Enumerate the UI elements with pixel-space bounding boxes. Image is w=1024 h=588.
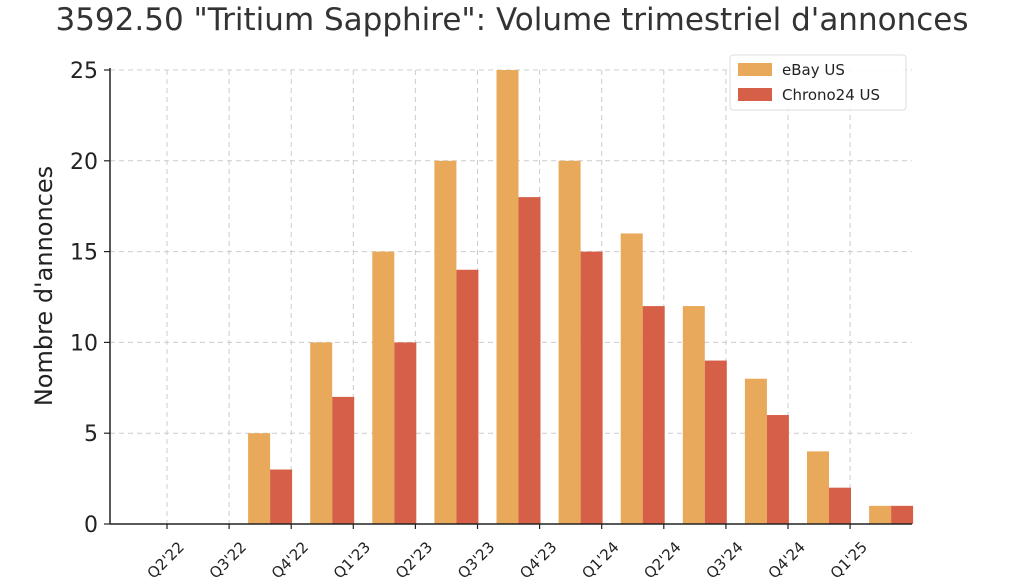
bar-chrono24-us-q423 (580, 251, 603, 524)
x-tick-label: Q4'22 (268, 538, 312, 582)
y-tick-label: 0 (84, 513, 98, 538)
bar-ebay-us-q322 (248, 433, 271, 524)
bar-ebay-us-q323 (496, 70, 519, 524)
bars (248, 70, 914, 525)
bar-ebay-us-q224 (682, 306, 705, 524)
bar-chrono24-us-q125 (891, 505, 914, 524)
x-tick-label: Q4'23 (516, 538, 560, 582)
x-tick-labels: Q2'22 Q3'22 Q4'22 Q1'23 Q2'23 Q3'23 Q4'23 Q1'24… (144, 538, 871, 582)
bar-chrono24-us-q322 (270, 469, 293, 524)
bar-chrono24-us-q424 (829, 487, 851, 524)
y-tick-labels: 0 5 10 15 20 25 (70, 59, 98, 538)
legend-swatch-ebay-us (738, 63, 772, 76)
x-tick-label: Q3'22 (206, 538, 250, 582)
bar-chrono24-us-q223 (456, 269, 479, 524)
legend-label-chrono24-us: Chrono24 US (782, 86, 880, 104)
y-tick-label: 25 (70, 59, 98, 84)
y-tick-label: 10 (70, 331, 98, 356)
x-tick-label: Q3'23 (454, 538, 498, 582)
bar-ebay-us-q223 (434, 160, 457, 525)
bar-ebay-us-q424 (807, 451, 829, 524)
legend-frame (729, 54, 907, 111)
y-axis-label: Nombre d'annonces (30, 166, 58, 406)
bar-ebay-us-q423 (558, 160, 581, 525)
y-tick-label: 20 (70, 150, 98, 175)
bar-chrono24-us-q224 (704, 360, 727, 524)
bar-chrono24-us-q123 (394, 342, 417, 524)
x-tick-label: Q2'22 (144, 538, 188, 582)
x-tick-label: Q1'25 (827, 538, 871, 582)
x-tick-label: Q4'24 (765, 538, 809, 582)
y-tick-label: 15 (70, 241, 98, 266)
x-tick-label: Q3'24 (702, 538, 746, 582)
legend: eBay US Chrono24 US (729, 54, 907, 111)
bar-ebay-us-q422 (310, 342, 333, 524)
bar-chrono24-us-q323 (518, 197, 541, 524)
bar-chrono24-us-q324 (766, 415, 789, 524)
x-tick-label: Q2'23 (392, 538, 436, 582)
bar-chrono24-us-q422 (332, 396, 355, 524)
x-tick-label: Q2'24 (640, 538, 684, 582)
legend-swatch-chrono24-us (738, 88, 772, 101)
y-tick-label: 5 (84, 422, 98, 447)
bar-ebay-us-q324 (744, 378, 767, 524)
chart-title: 3592.50 "Tritium Sapphire": Volume trime… (55, 2, 969, 38)
x-tick-label: Q1'23 (330, 538, 374, 582)
bar-chrono24-us-q124 (642, 306, 665, 524)
bar-ebay-us-q123 (372, 251, 395, 524)
x-tick-label: Q1'24 (578, 538, 622, 582)
legend-label-ebay-us: eBay US (782, 61, 845, 79)
bar-ebay-us-q124 (620, 233, 643, 524)
bar-ebay-us-q125 (869, 505, 892, 524)
axes (104, 68, 912, 529)
